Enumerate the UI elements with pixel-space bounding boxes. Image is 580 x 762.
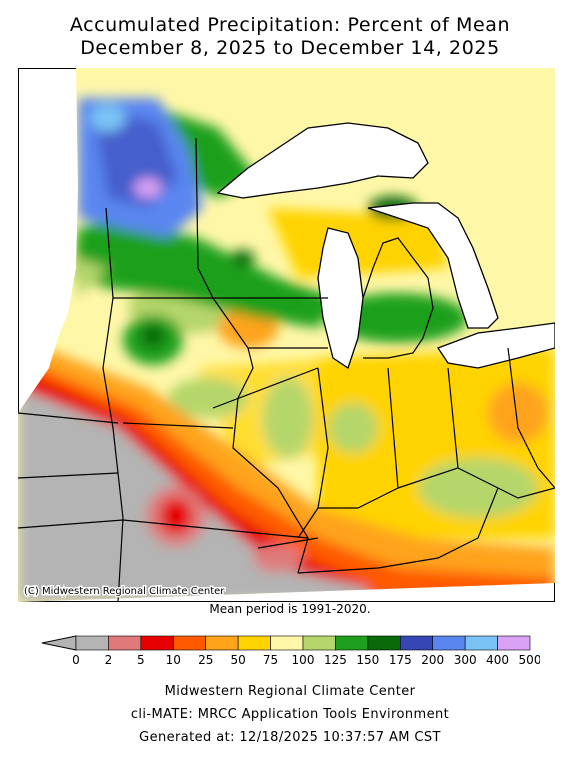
legend-tick-label: 25 <box>198 653 213 667</box>
legend-tick-label: 300 <box>454 653 477 667</box>
state-boundaries <box>18 137 555 602</box>
legend-swatch <box>237 635 271 651</box>
legend-tick-label: 125 <box>324 653 347 667</box>
map-date-range: December 8, 2025 to December 14, 2025 <box>80 37 500 59</box>
legend-swatch <box>399 635 434 651</box>
legend-tick-label: 50 <box>231 653 246 667</box>
legend-tick-label: 5 <box>137 653 145 667</box>
legend-swatch <box>205 635 239 651</box>
legend-tick-label: 400 <box>486 653 509 667</box>
legend-swatch <box>108 635 142 651</box>
legend-tick-label: 2 <box>105 653 113 667</box>
legend-tick-label: 175 <box>389 653 412 667</box>
legend-under-arrow <box>41 635 77 651</box>
credit-text: (C) Midwestern Regional Climate Center <box>24 586 225 597</box>
legend-swatch <box>140 635 174 651</box>
legend-swatch <box>335 635 369 651</box>
legend-swatch <box>172 635 207 651</box>
legend-swatch <box>367 635 401 651</box>
legend-swatch <box>270 635 304 651</box>
legend-tick-label: 150 <box>356 653 379 667</box>
legend-tick-label: 10 <box>166 653 181 667</box>
legend-swatch <box>497 635 531 651</box>
map-title: Accumulated Precipitation: Percent of Me… <box>69 14 511 36</box>
footer-tool: cli-MATE: MRCC Application Tools Environ… <box>130 707 450 722</box>
footer-org: Midwestern Regional Climate Center <box>164 684 416 699</box>
legend-tick-label: 0 <box>72 653 80 667</box>
legend-tick-label: 100 <box>292 653 315 667</box>
great-lakes <box>216 122 555 370</box>
legend-swatch <box>75 635 109 651</box>
legend-swatch <box>464 635 498 651</box>
footer-generated: Generated at: 12/18/2025 10:37:57 AM CST <box>139 730 441 745</box>
legend-swatch <box>302 635 336 651</box>
mean-period: Mean period is 1991-2020. <box>209 602 371 616</box>
legend-tick-label: 500 <box>519 653 540 667</box>
legend-tick-label: 200 <box>421 653 444 667</box>
color-legend: 0 2 5 10 25 50 75 100 125 150 175 200 300 400 500 <box>41 635 540 667</box>
legend-swatch <box>432 635 466 651</box>
precipitation-map: (C) Midwestern Regional Climate Center <box>18 68 555 602</box>
legend-tick-label: 75 <box>263 653 278 667</box>
